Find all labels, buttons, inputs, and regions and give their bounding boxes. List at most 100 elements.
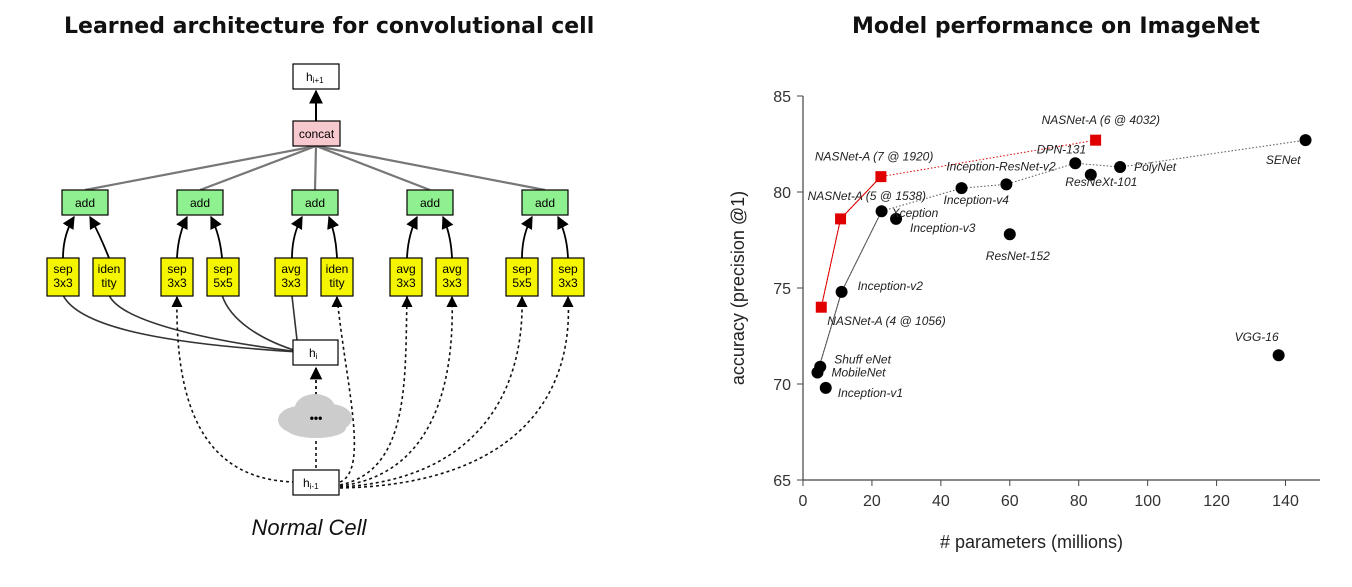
label-mobilenet: MobileNet [831, 365, 886, 379]
add-node-3 [291, 189, 339, 216]
point-inception-v2 [835, 285, 848, 298]
edge-hprev-op9 [339, 295, 523, 488]
op-node-2-line-2: tity [101, 276, 116, 290]
op-node-4 [206, 257, 240, 297]
x-tick-label: 100 [1134, 493, 1161, 510]
x-tick-label: 80 [1070, 493, 1088, 510]
cloud-icon [278, 394, 352, 438]
point-xception [875, 205, 888, 218]
point-nasnet-a-5-1538- [835, 213, 847, 225]
y-tick-label: 85 [773, 89, 791, 106]
hi-node [292, 339, 339, 366]
label-polynet: PolyNet [1134, 160, 1177, 174]
add-nodes: add add add add add [61, 189, 569, 216]
add-node-label-1: add [75, 196, 95, 210]
x-tick-label: 20 [863, 493, 881, 510]
edge-op8-add4 [441, 215, 454, 259]
label-vgg-16: VGG-16 [1235, 330, 1279, 344]
y-tick-label: 80 [773, 185, 791, 202]
label-nasnet-a-5-1538-: NASNet-A (5 @ 1538) [808, 189, 926, 203]
label-nasnet-a-4-1056-: NASNet-A (4 @ 1056) [827, 314, 945, 328]
cell-diagram: hi+1 concat add add add add add sep3x3identi… [46, 63, 585, 540]
hi-to-op-edges [62, 294, 301, 353]
op-node-8-line-1: avg [442, 262, 461, 276]
label-inception-v2: Inception-v2 [858, 279, 924, 293]
hprev-to-op-edges [176, 295, 570, 489]
add-node-label-5: add [535, 196, 555, 210]
op-node-6 [320, 257, 354, 297]
point-inception-v1 [819, 381, 832, 394]
edge-hprev-op3 [176, 295, 296, 483]
hi-node-label: hi [309, 346, 318, 361]
label-inception-resnet-v2: Inception-ResNet-v2 [946, 159, 1056, 173]
edge-op10-add5 [557, 215, 569, 259]
add-node-label-3: add [305, 196, 325, 210]
hprev-main: h [303, 476, 310, 490]
edge-op2-add1 [89, 215, 110, 259]
op-node-7 [389, 257, 423, 297]
point-shuff-enet [814, 360, 827, 373]
hi-sub: i [316, 352, 318, 361]
op-node-8 [435, 257, 469, 297]
output-node [292, 63, 340, 90]
hi-main: h [309, 346, 316, 360]
add-node-label-4: add [420, 196, 440, 210]
x-tick-label: 60 [1001, 493, 1019, 510]
edge-op3-add2 [176, 215, 188, 259]
edge-op5-add3 [290, 215, 303, 259]
add-node-2 [176, 189, 224, 216]
hprev-node-label: hi-1 [303, 476, 319, 491]
label-resnext-101: ResNeXt-101 [1065, 175, 1137, 189]
chart-points [811, 134, 1312, 394]
edge-hprev-op10 [339, 295, 570, 489]
hprev-sub: i-1 [310, 482, 319, 491]
chart-title: Model performance on ImageNet [852, 14, 1260, 39]
edge-add5-concat [315, 144, 546, 192]
label-nasnet-a-6-4032-: NASNet-A (6 @ 4032) [1042, 113, 1160, 127]
edge-hi-op1 [62, 294, 301, 353]
x-tick-label: 40 [932, 493, 950, 510]
add-node-5 [521, 189, 569, 216]
y-axis-title: accuracy (precision @1) [728, 191, 748, 385]
chart-trend-lines [816, 139, 1306, 373]
point-vgg-16 [1272, 349, 1285, 362]
op-node-1-line-2: 3x3 [53, 276, 73, 290]
edge-add4-concat [315, 144, 431, 192]
label-senet: SENet [1266, 153, 1301, 167]
point-resnet-152 [1003, 228, 1016, 241]
x-tick-label: 120 [1203, 493, 1230, 510]
label-dpn-131: DPN-131 [1037, 143, 1086, 157]
op-node-1 [46, 257, 80, 297]
edge-op6-add3 [327, 215, 339, 259]
edge-add3-concat [313, 145, 318, 191]
edge-add1-concat [84, 144, 317, 192]
point-resnext-101 [1069, 157, 1082, 170]
edge-hprev-op6 [336, 295, 356, 483]
edge-op9-add5 [520, 215, 533, 259]
label-inception-v1: Inception-v1 [838, 386, 903, 400]
op-node-2 [92, 257, 126, 297]
op-node-5-line-2: 3x3 [281, 276, 301, 290]
op-node-1-line-1: sep [53, 262, 73, 276]
op-node-4-line-2: 5x5 [213, 276, 233, 290]
edge-op1-add1 [62, 215, 75, 259]
point-nasnet-a-4-1056- [815, 301, 827, 313]
op-node-3-line-2: 3x3 [167, 276, 187, 290]
label-xception: Xception [891, 206, 939, 220]
edge-hi-op4 [221, 294, 301, 353]
edge-hprev-op7 [339, 295, 408, 486]
op-node-9 [505, 257, 539, 297]
point-senet [1299, 134, 1312, 147]
add-node-1 [61, 189, 109, 216]
op-to-add-edges [62, 215, 569, 259]
op-node-2-line-1: iden [98, 262, 121, 276]
output-node-label: hi+1 [306, 70, 324, 85]
op-node-3-line-1: sep [167, 262, 187, 276]
add-node-4 [406, 189, 454, 216]
edge-op4-add2 [210, 215, 223, 259]
diagram-caption: Normal Cell [252, 515, 368, 540]
op-node-8-line-2: 3x3 [442, 276, 462, 290]
chart-axes: 0 20 40 60 80 100 120 140 65 70 75 80 85 [773, 89, 1320, 510]
